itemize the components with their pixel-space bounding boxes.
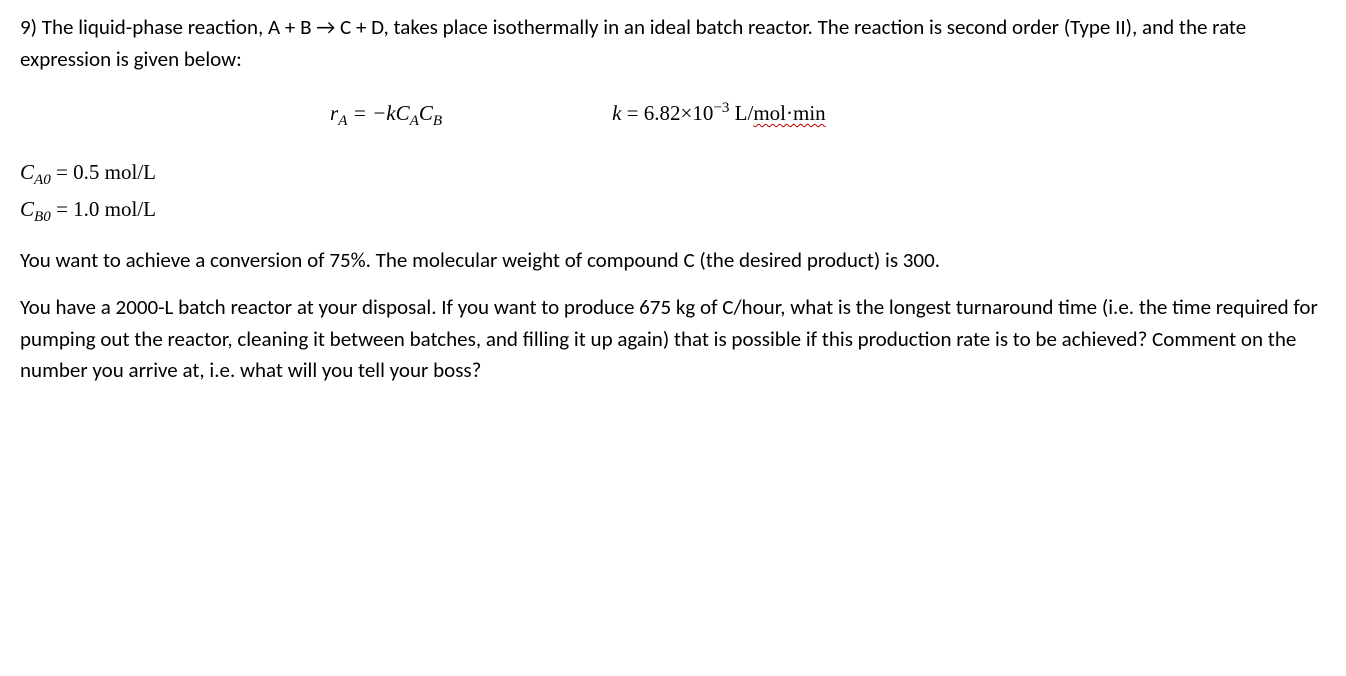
equation-inner: rA = −kCACB k = 6.82×10−3 L/mol·min (330, 97, 1326, 133)
problem-text-1: The liquid-phase reaction, A + B → C + D… (20, 14, 1246, 72)
problem-statement-line1: 9) The liquid-phase reaction, A + B → C … (20, 12, 1326, 75)
initial-ca0: CA0 = 0.5 mol/L (20, 157, 1326, 192)
spellcheck-wavy: mol·min (753, 101, 825, 125)
rate-expression: rA = −kCACB (330, 98, 442, 133)
paragraph-conversion: You want to achieve a conversion of 75%.… (20, 245, 1326, 277)
paragraph-question: You have a 2000-L batch reactor at your … (20, 292, 1326, 387)
equation-row: rA = −kCACB k = 6.82×10−3 L/mol·min (20, 97, 1326, 133)
rate-constant: k = 6.82×10−3 L/mol·min (612, 97, 826, 130)
initial-cb0: CB0 = 1.0 mol/L (20, 194, 1326, 229)
spacer (20, 231, 1326, 245)
problem-number: 9) (20, 14, 37, 40)
